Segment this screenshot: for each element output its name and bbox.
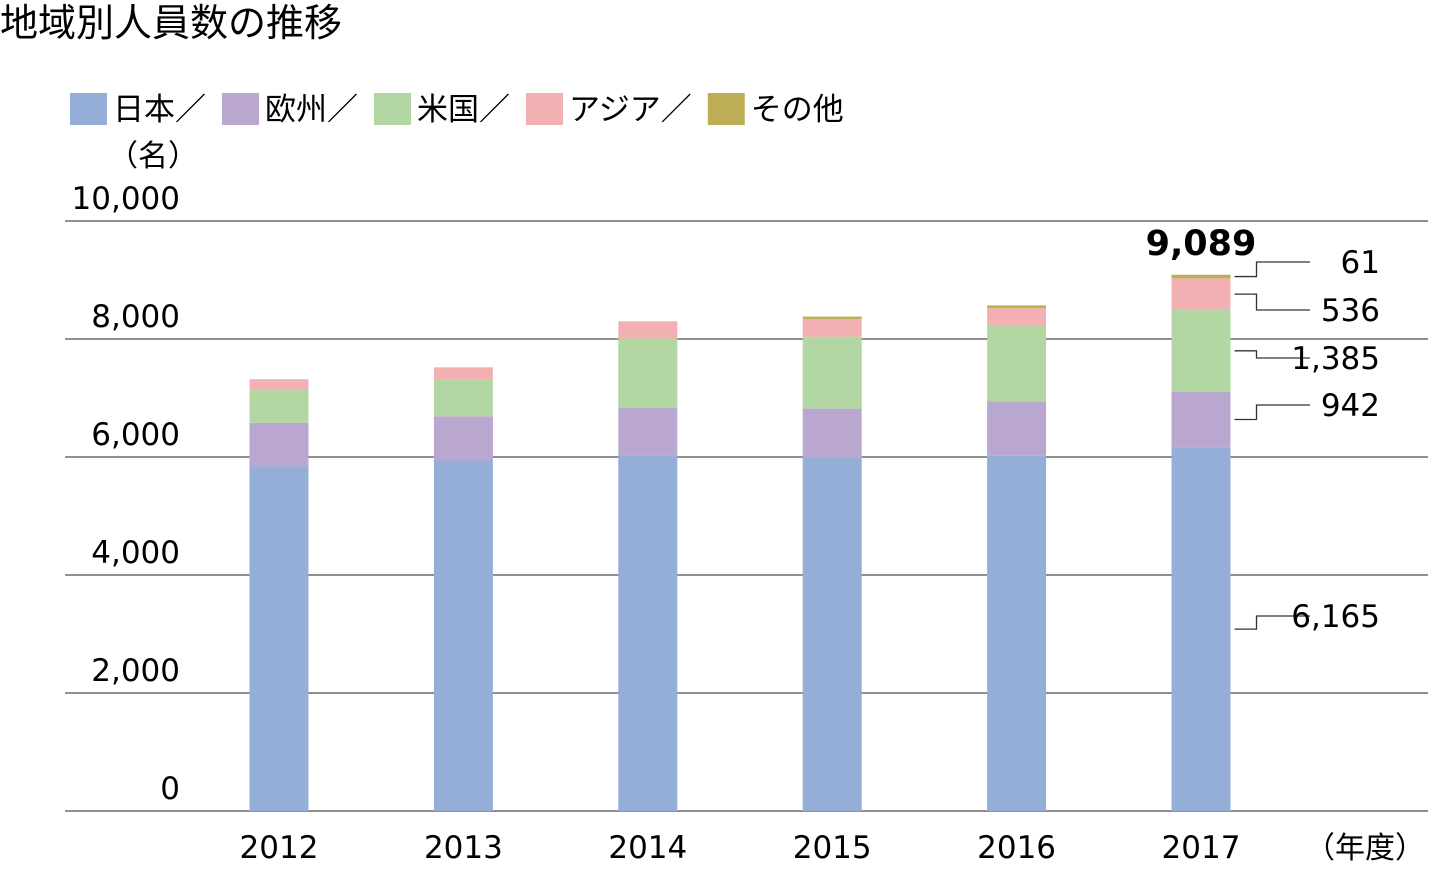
leader-line bbox=[1234, 261, 1310, 278]
y-tick-label: 10,000 bbox=[72, 181, 180, 217]
y-tick-label: 6,000 bbox=[91, 417, 180, 453]
bar-segment bbox=[1171, 447, 1231, 811]
bar-segment bbox=[1171, 391, 1231, 448]
bar-segment bbox=[987, 455, 1047, 811]
legend-label: その他 bbox=[751, 92, 844, 128]
x-unit-label: （年度） bbox=[1305, 831, 1425, 866]
x-tick-label: 2013 bbox=[424, 830, 503, 866]
value-label: 1,385 bbox=[1291, 341, 1380, 377]
x-tick-label: 2017 bbox=[1162, 830, 1241, 866]
x-axis-ticks: 2012 2013 2014 2015 2016 2017 bbox=[240, 830, 1241, 866]
y-unit-label: （名） bbox=[108, 139, 198, 174]
legend-label: 欧州／ bbox=[265, 92, 358, 128]
annotations-2017: 9,089 61 536 1,385 942 6,165 bbox=[1146, 224, 1380, 635]
y-tick-label: 0 bbox=[160, 771, 180, 807]
bar-segment bbox=[1171, 274, 1231, 279]
value-label: 942 bbox=[1321, 388, 1380, 424]
bar-segment bbox=[987, 308, 1047, 327]
bar-segment bbox=[802, 336, 862, 409]
leader-line bbox=[1234, 404, 1310, 421]
bar-segment bbox=[802, 316, 862, 319]
bar-segment bbox=[433, 379, 493, 417]
bar-segment bbox=[1171, 309, 1231, 392]
annotation: 6,165 bbox=[1234, 599, 1380, 635]
value-label: 6,165 bbox=[1291, 599, 1380, 635]
annotation: 1,385 bbox=[1234, 341, 1380, 377]
bar-segment bbox=[433, 460, 493, 811]
bar-segment bbox=[618, 408, 678, 456]
bar-segment bbox=[249, 389, 309, 423]
legend-item: 欧州／ bbox=[222, 92, 358, 128]
bar-segment bbox=[249, 466, 309, 811]
leader-line bbox=[1234, 293, 1310, 311]
bar-segment bbox=[618, 338, 678, 409]
leader-line bbox=[1234, 615, 1310, 630]
chart-title: 地域別人員数の推移 bbox=[0, 1, 342, 45]
total-label-2017: 9,089 bbox=[1146, 224, 1257, 264]
bar-segment bbox=[618, 321, 678, 339]
legend-label: アジア／ bbox=[569, 92, 692, 128]
y-tick-label: 2,000 bbox=[91, 653, 180, 689]
bar-segment bbox=[987, 326, 1047, 402]
bar-segment bbox=[249, 422, 309, 467]
y-tick-label: 4,000 bbox=[91, 535, 180, 571]
x-tick-label: 2016 bbox=[977, 830, 1056, 866]
legend: 日本／ 欧州／ 米国／ アジア／ その他 bbox=[70, 92, 844, 128]
x-tick-label: 2014 bbox=[608, 830, 687, 866]
bar-segment bbox=[802, 318, 862, 337]
legend-swatch bbox=[707, 93, 745, 125]
legend-item: 日本／ bbox=[70, 92, 206, 128]
legend-item: その他 bbox=[707, 92, 844, 128]
x-tick-label: 2012 bbox=[240, 830, 319, 866]
legend-item: アジア／ bbox=[526, 92, 692, 128]
legend-swatch bbox=[526, 93, 563, 125]
y-tick-label: 8,000 bbox=[91, 299, 180, 335]
bar-segment bbox=[987, 305, 1047, 309]
annotation: 942 bbox=[1234, 388, 1380, 424]
annotation: 61 bbox=[1234, 245, 1380, 281]
y-axis-ticks: 0 2,000 4,000 6,000 8,000 10,000 bbox=[72, 181, 180, 807]
bar-segment bbox=[433, 416, 493, 461]
legend-label: 日本／ bbox=[113, 92, 206, 128]
bar-segment bbox=[249, 379, 309, 390]
bar-segment bbox=[433, 367, 493, 380]
legend-swatch bbox=[70, 93, 107, 125]
bar-segment bbox=[802, 408, 862, 458]
annotation: 536 bbox=[1234, 293, 1380, 329]
leader-line bbox=[1234, 350, 1310, 359]
bar-segment bbox=[1171, 278, 1231, 310]
bars bbox=[249, 274, 1231, 811]
value-label: 536 bbox=[1321, 293, 1380, 329]
legend-label: 米国／ bbox=[417, 92, 510, 128]
x-tick-label: 2015 bbox=[793, 830, 872, 866]
legend-swatch bbox=[374, 93, 411, 125]
bar-segment bbox=[618, 455, 678, 811]
bar-segment bbox=[802, 457, 862, 811]
value-label: 61 bbox=[1341, 245, 1380, 281]
bar-segment bbox=[987, 401, 1047, 456]
legend-swatch bbox=[222, 93, 259, 125]
legend-item: 米国／ bbox=[374, 92, 510, 128]
